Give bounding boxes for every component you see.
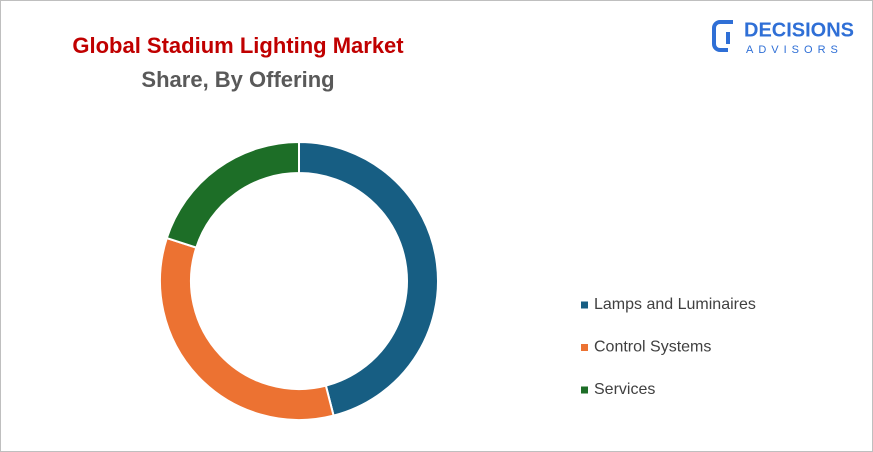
logo-name: DECISIONS [744, 19, 854, 41]
legend-swatch [581, 301, 588, 309]
legend-swatch [581, 344, 588, 351]
logo-icon [712, 20, 728, 52]
legend-label: Lamps and Luminaires [594, 296, 756, 313]
logo: DECISIONS ADVISORS [712, 19, 854, 56]
chart-subtitle: Share, By Offering [141, 67, 334, 92]
legend-swatch [581, 386, 588, 394]
chart-title: Global Stadium Lighting Market [72, 33, 404, 58]
legend-label: Services [594, 381, 655, 398]
logo-tagline: ADVISORS [746, 44, 843, 56]
donut-slice [165, 140, 300, 249]
legend-label: Control Systems [594, 339, 711, 356]
logo-icon [726, 20, 733, 44]
